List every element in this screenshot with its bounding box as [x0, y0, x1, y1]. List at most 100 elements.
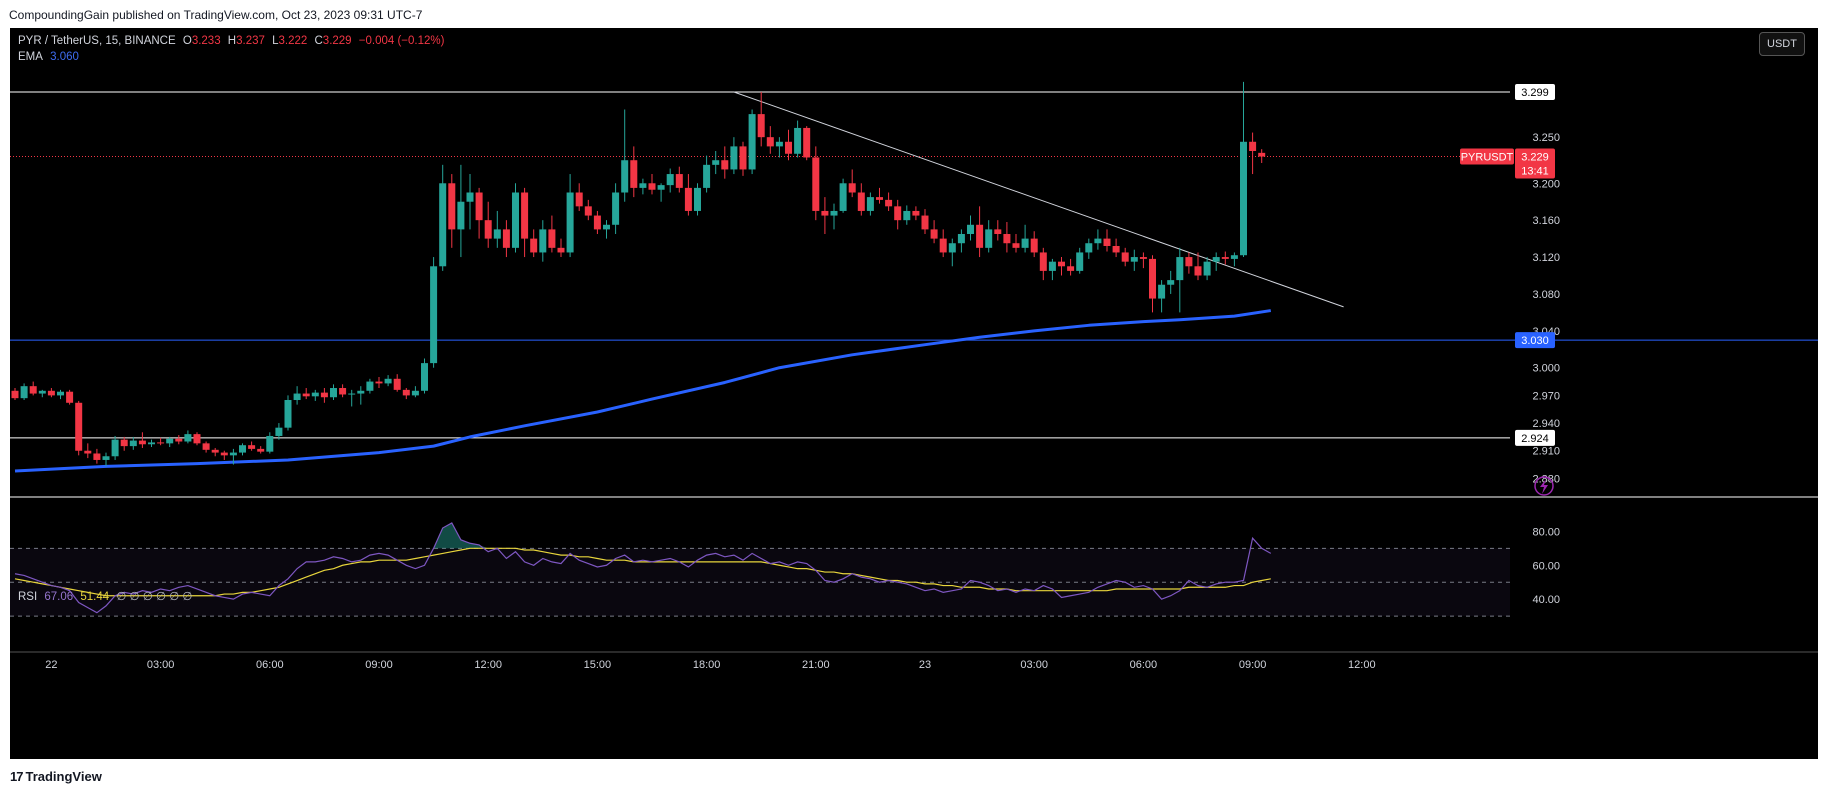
- candle-up: [493, 210, 501, 248]
- candle-up: [794, 120, 802, 158]
- candle-body: [712, 160, 720, 165]
- rsi-tick-label: 80.00: [1532, 526, 1560, 538]
- candle-up: [1094, 229, 1102, 250]
- candle-down: [220, 450, 228, 460]
- candle-body: [357, 390, 365, 394]
- candle-body: [11, 390, 19, 399]
- candle-down: [202, 441, 210, 453]
- candle-body: [84, 450, 92, 454]
- candle-up: [985, 220, 993, 253]
- candle-body: [411, 390, 419, 396]
- price-tick-label: 3.160: [1532, 215, 1560, 227]
- candle-down: [930, 220, 938, 244]
- candle-down: [257, 446, 265, 454]
- candle-down: [93, 448, 101, 464]
- candle-body: [138, 440, 146, 445]
- candle-body: [266, 435, 274, 452]
- level-tag-label: 3.030: [1521, 335, 1549, 347]
- candle-up: [384, 375, 392, 387]
- candle-down: [475, 187, 483, 239]
- candle-body: [248, 445, 256, 449]
- candle-up: [1021, 224, 1029, 253]
- candle-body: [930, 229, 938, 239]
- price-tick-label: 3.000: [1532, 363, 1560, 375]
- level-price-tag: 2.924: [1515, 429, 1555, 446]
- candle-body: [675, 174, 683, 188]
- candle-body: [293, 393, 301, 401]
- candle-body: [921, 215, 929, 230]
- candle-body: [721, 160, 729, 170]
- candle-body: [502, 229, 510, 248]
- candle-body: [1067, 266, 1075, 271]
- currency-button[interactable]: USDT: [1759, 32, 1805, 56]
- candle-down: [448, 174, 456, 248]
- ohlc-open: O3.233: [183, 35, 221, 47]
- candle-down: [593, 210, 601, 235]
- chart-area[interactable]: 3.250 3.200 3.160 3.120 3.080 3.040 3.000 2.970…: [10, 28, 1818, 759]
- candle-body: [1249, 141, 1257, 152]
- close-value: 3.229: [322, 35, 352, 47]
- lightning-icon[interactable]: [1534, 476, 1554, 496]
- candle-up: [612, 183, 620, 235]
- candle-body: [1094, 238, 1102, 244]
- candle-up: [866, 192, 874, 216]
- candle-up: [439, 164, 447, 271]
- candle-up: [129, 436, 137, 450]
- candle-body: [93, 453, 101, 460]
- candle-body: [439, 183, 447, 267]
- time-tick-label: 03:00: [147, 659, 175, 671]
- ema-label[interactable]: EMA: [18, 51, 43, 63]
- trendline: [733, 91, 1344, 308]
- candle-body: [1112, 245, 1120, 253]
- candle-body: [393, 378, 401, 390]
- chart-canvas[interactable]: 3.2503.2003.1603.1203.0803.0403.0002.970…: [10, 28, 1818, 759]
- time-tick-label: 18:00: [693, 659, 721, 671]
- candle-body: [1185, 257, 1193, 267]
- tradingview-logo[interactable]: 17 TradingView: [10, 769, 102, 784]
- time-tick-label: 03:00: [1020, 659, 1048, 671]
- candle-body: [111, 439, 119, 457]
- ohlc-close: C3.229: [314, 35, 351, 47]
- level-tag-label: 3.299: [1521, 87, 1549, 99]
- candle-up: [967, 215, 974, 241]
- candle-body: [457, 201, 465, 230]
- candle-down: [530, 229, 538, 258]
- symbol-tag-label: PYRUSDT: [1461, 152, 1514, 164]
- candle-body: [257, 448, 265, 452]
- price-tick-label: 2.910: [1532, 446, 1560, 458]
- symbol-title[interactable]: PYR / TetherUS, 15, BINANCE: [18, 35, 176, 47]
- candle-down: [1139, 252, 1147, 269]
- price-legend: PYR / TetherUS, 15, BINANCE O3.233 H3.23…: [18, 35, 448, 47]
- rsi-label[interactable]: RSI: [18, 591, 38, 603]
- candle-down: [193, 432, 201, 446]
- candle-body: [885, 199, 893, 207]
- candle-up: [748, 109, 756, 175]
- candle-body: [994, 229, 1002, 235]
- rsi-legend: RSI 67.06 51.44 ∅ ∅ ∅ ∅ ∅ ∅: [18, 589, 196, 603]
- time-tick-label: 21:00: [802, 659, 830, 671]
- candle-body: [666, 174, 674, 186]
- candle-body: [184, 434, 192, 442]
- rsi-tick-label: 60.00: [1532, 560, 1560, 572]
- price-tick-label: 3.120: [1532, 252, 1560, 264]
- candle-down: [675, 166, 683, 193]
- candle-body: [375, 381, 383, 384]
- candle-up: [1048, 258, 1056, 281]
- candle-body: [1139, 257, 1147, 259]
- candle-up: [311, 389, 319, 401]
- candle-body: [593, 215, 601, 230]
- candle-body: [175, 438, 183, 442]
- candle-down: [557, 238, 565, 258]
- candle-body: [1230, 255, 1238, 259]
- candle-body: [102, 456, 110, 460]
- candle-down: [29, 381, 37, 396]
- candle-body: [384, 378, 392, 384]
- candle-down: [994, 220, 1002, 241]
- candle-body: [1149, 258, 1156, 299]
- high-value: 3.237: [236, 35, 265, 47]
- candle-down: [939, 229, 947, 258]
- candle-down: [1003, 222, 1011, 253]
- candle-body: [948, 243, 956, 253]
- candle-down: [302, 388, 310, 400]
- time-tick-label: 09:00: [365, 659, 393, 671]
